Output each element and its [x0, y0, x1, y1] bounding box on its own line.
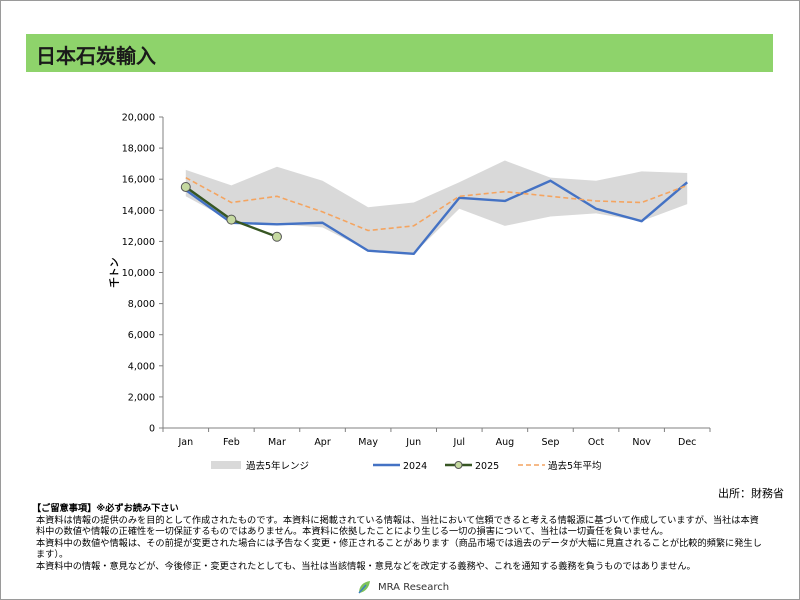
legend-label-2025: 2025 — [475, 461, 499, 472]
series-line-過去5年平均 — [185, 176, 688, 232]
page-title: 日本石炭輸入 — [36, 44, 156, 68]
y-tick-label: 14,000 — [122, 206, 155, 217]
y-tick-label: 4,000 — [128, 361, 155, 372]
x-tick-label: Feb — [223, 437, 240, 448]
coal-import-chart: 0 2,000 4,000 6,000 8,000 10,000 12,000 14,000 1… — [108, 113, 711, 472]
x-tick-label: Aug — [496, 437, 515, 448]
x-tick-label: Oct — [588, 437, 605, 448]
x-tick-label: Nov — [632, 437, 651, 448]
x-tick-label: Jun — [405, 437, 421, 448]
y-tick-label: 6,000 — [128, 330, 155, 341]
disclaimer-heading: 【ご留意事項】※必ずお読み下さい — [32, 503, 179, 514]
disclaimer-line: 本資料は情報の提供のみを目的として作成されたものです。本資料に掲載されている情報… — [36, 514, 759, 538]
x-tick-label: May — [358, 437, 378, 448]
disclaimer-line: 本資料中の情報・意見などが、今後修正・変更されたとしても、当社は当該情報・意見な… — [36, 560, 696, 572]
legend-label-2024: 2024 — [403, 461, 427, 472]
y-tick-label: 8,000 — [128, 299, 155, 310]
y-tick-label: 16,000 — [122, 175, 155, 186]
y-axis-label: 千トン — [108, 258, 121, 288]
x-tick-label: Dec — [678, 437, 696, 448]
legend-marker-2025 — [454, 461, 463, 469]
x-tick-label: Jul — [453, 437, 465, 448]
range-band — [185, 160, 688, 254]
data-point-2025 — [271, 231, 282, 242]
source-label: 出所：財務省 — [718, 487, 784, 500]
legend-swatch-range — [211, 461, 241, 469]
data-point-2025 — [180, 181, 191, 192]
x-tick-label: Jan — [177, 437, 193, 448]
legend-label-range: 過去5年レンジ — [246, 460, 309, 472]
y-tick-label: 2,000 — [128, 392, 155, 403]
y-tick-label: 10,000 — [122, 268, 155, 279]
y-tick-label: 20,000 — [122, 113, 155, 124]
y-tick-label: 0 — [149, 424, 155, 435]
logo-text: MRA Research — [378, 581, 450, 593]
data-point-2025 — [226, 214, 237, 225]
x-tick-label: Sep — [542, 437, 560, 448]
company-logo: MRA Research — [356, 578, 449, 596]
x-tick-label: Apr — [314, 437, 331, 448]
series-line-2024 — [185, 179, 688, 256]
y-tick-label: 12,000 — [122, 237, 155, 248]
disclaimer-line: 本資料中の数値や情報は、その前提が変更された場合には予告なく変更・修正されること… — [36, 537, 762, 561]
x-tick-label: Mar — [268, 437, 286, 448]
disclaimer-notes: 【ご留意事項】※必ずお読み下さい 本資料は情報の提供のみを目的として作成されたも… — [32, 503, 766, 573]
leaf-logo-icon — [358, 581, 370, 594]
title-bar: 日本石炭輸入 — [26, 34, 773, 72]
y-tick-label: 18,000 — [122, 144, 155, 155]
legend-label-過去5年平均: 過去5年平均 — [548, 460, 602, 472]
